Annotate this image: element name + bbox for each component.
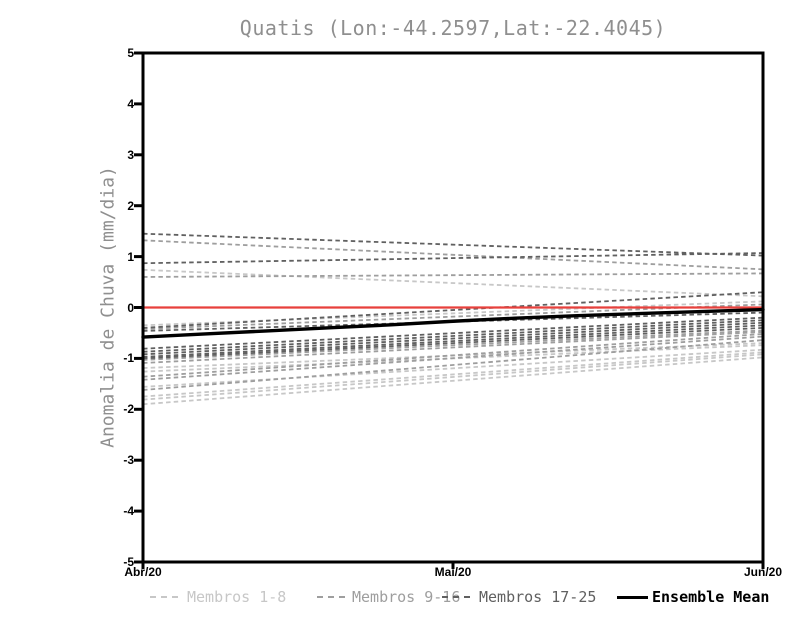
member-line [142,268,764,298]
member-line [142,335,764,381]
y-tick-label: 0 [127,300,134,315]
member-line [142,291,764,329]
chart-title: Quatis (Lon:-44.2597,Lat:-22.4045) [239,16,667,40]
x-tick-label: Abr/20 [124,565,162,579]
y-tick-label: -2 [123,402,134,417]
legend-line-sample [442,596,470,598]
legend-line-sample [317,596,345,598]
member-line [142,319,764,353]
member-line [142,329,764,361]
member-line [142,272,764,278]
y-tick-label: -4 [123,504,134,519]
member-line [142,316,764,350]
legend-label: Membros 1-8 [187,588,287,606]
y-tick-label: -5 [123,555,134,569]
member-line [142,351,764,398]
member-line [142,331,764,364]
legend-line-sample [617,596,648,599]
y-tick-label: 1 [127,249,134,264]
y-tick-label: 5 [127,46,134,60]
y-tick-label: 2 [127,198,134,213]
y-tick-label: 4 [127,96,134,111]
member-line [142,321,764,356]
member-line [142,232,764,257]
legend-label: Ensemble Mean [652,588,770,606]
member-line [142,353,764,401]
legend-label: Membros 17-25 [479,588,597,606]
legend: Membros 1-8 Membros 9-16 Membros 17-25 Ense… [0,588,800,608]
member-line [142,324,764,358]
member-line [142,356,764,406]
y-tick-label: -3 [123,453,134,468]
member-line [142,348,764,388]
member-line [142,333,764,378]
member-line [142,252,764,265]
x-tick-label: Mai/20 [434,565,472,579]
legend-label: Membros 9-16 [352,588,461,606]
member-line [142,339,764,391]
legend-line-sample [150,596,178,598]
member-line [142,239,764,271]
ensemble-mean-line [141,307,765,339]
member-line [142,326,764,360]
y-tick-label: -1 [123,351,134,366]
x-tick-label: Jun/20 [743,565,782,579]
y-tick-label: 3 [127,147,134,162]
